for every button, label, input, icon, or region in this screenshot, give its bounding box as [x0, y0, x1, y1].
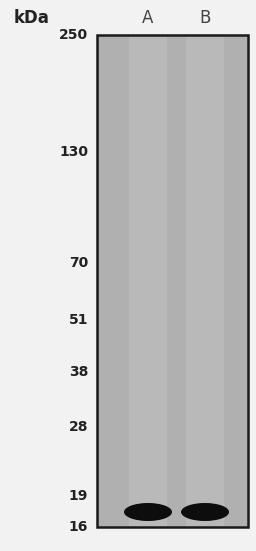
Bar	[97, 35, 248, 527]
Bar	[129, 35, 167, 527]
Text: 38: 38	[69, 365, 88, 379]
Text: 130: 130	[59, 145, 88, 159]
Text: 51: 51	[69, 312, 88, 327]
Ellipse shape	[181, 503, 229, 521]
Text: 250: 250	[59, 28, 88, 42]
Text: A: A	[142, 9, 154, 27]
Text: 16: 16	[69, 520, 88, 534]
Text: kDa: kDa	[14, 9, 50, 27]
Bar	[97, 35, 248, 527]
Bar	[186, 35, 224, 527]
Text: 19: 19	[69, 489, 88, 503]
Ellipse shape	[124, 503, 172, 521]
Text: 70: 70	[69, 256, 88, 270]
Text: B: B	[199, 9, 211, 27]
Text: 28: 28	[69, 420, 88, 434]
